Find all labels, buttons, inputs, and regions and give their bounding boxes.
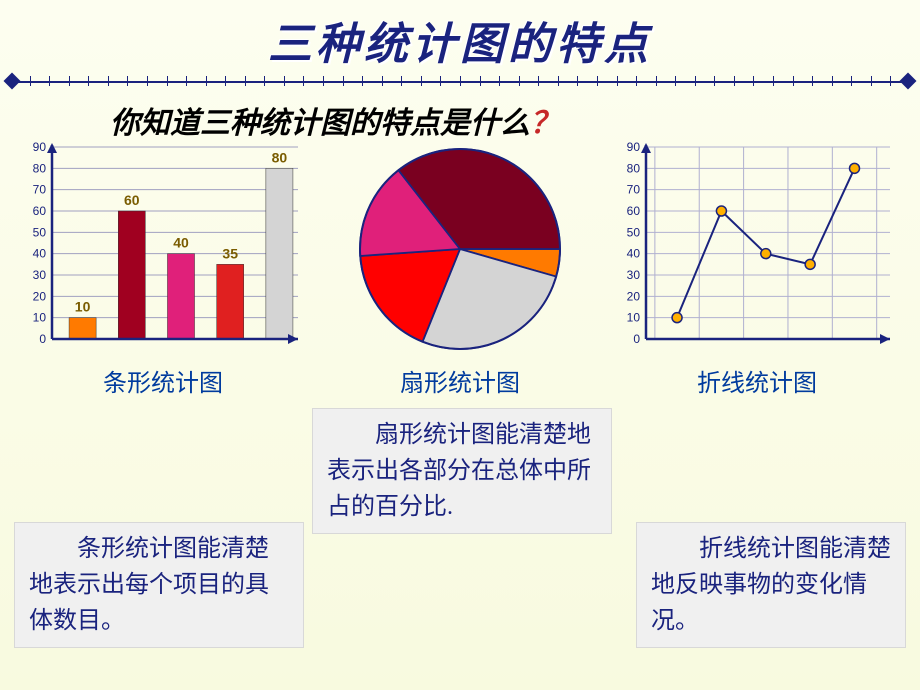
svg-text:20: 20 — [33, 289, 47, 303]
svg-text:50: 50 — [627, 225, 641, 239]
svg-text:60: 60 — [124, 192, 140, 208]
pie-chart — [330, 137, 590, 357]
svg-text:10: 10 — [75, 299, 91, 315]
bar-description: 条形统计图能清楚地表示出每个项目的具体数目。 — [14, 522, 304, 648]
subtitle-question-mark: ？ — [530, 107, 560, 140]
line-chart-caption: 折线统计图 — [697, 363, 817, 398]
svg-text:50: 50 — [33, 225, 47, 239]
svg-text:90: 90 — [33, 140, 47, 154]
svg-text:20: 20 — [627, 289, 641, 303]
svg-text:35: 35 — [222, 245, 238, 261]
svg-text:80: 80 — [33, 161, 47, 175]
svg-text:0: 0 — [633, 332, 640, 346]
bar-chart: 0 10 20 30 40 50 60 70 80 90 10 60 40 35 80 — [18, 137, 308, 357]
line-chart: 0 10 20 30 40 50 60 70 80 90 — [612, 137, 902, 357]
svg-text:80: 80 — [627, 161, 641, 175]
line-chart-box: 0 10 20 30 40 50 60 70 80 90 折线统计图 — [612, 137, 902, 398]
svg-text:40: 40 — [627, 247, 641, 261]
bar-chart-caption: 条形统计图 — [103, 363, 223, 398]
subtitle-text: 你知道三种统计图的特点是什么 — [110, 107, 530, 140]
svg-text:60: 60 — [33, 204, 47, 218]
title-ruler — [10, 74, 910, 88]
svg-text:70: 70 — [33, 183, 47, 197]
svg-text:40: 40 — [173, 235, 189, 251]
svg-text:0: 0 — [39, 332, 46, 346]
bar-chart-box: 0 10 20 30 40 50 60 70 80 90 10 60 40 35 80 条形统计图 — [18, 137, 308, 398]
svg-text:10: 10 — [33, 311, 47, 325]
svg-text:40: 40 — [33, 247, 47, 261]
pie-chart-box: 扇形统计图 — [330, 137, 590, 398]
pie-chart-caption: 扇形统计图 — [400, 363, 520, 398]
svg-text:10: 10 — [627, 311, 641, 325]
svg-text:90: 90 — [627, 140, 641, 154]
svg-text:30: 30 — [627, 268, 641, 282]
svg-text:60: 60 — [627, 204, 641, 218]
line-description: 折线统计图能清楚地反映事物的变化情况。 — [636, 522, 906, 648]
svg-text:30: 30 — [33, 268, 47, 282]
pie-description: 扇形统计图能清楚地表示出各部分在总体中所占的百分比. — [312, 408, 612, 534]
charts-row: 01020304050607080901060403580 条形统计图 扇形统计… — [0, 148, 920, 398]
svg-text:80: 80 — [272, 149, 288, 165]
descriptions: 扇形统计图能清楚地表示出各部分在总体中所占的百分比. 条形统计图能清楚地表示出每… — [0, 408, 920, 668]
page-title: 三种统计图的特点 — [0, 0, 920, 72]
svg-text:70: 70 — [627, 183, 641, 197]
